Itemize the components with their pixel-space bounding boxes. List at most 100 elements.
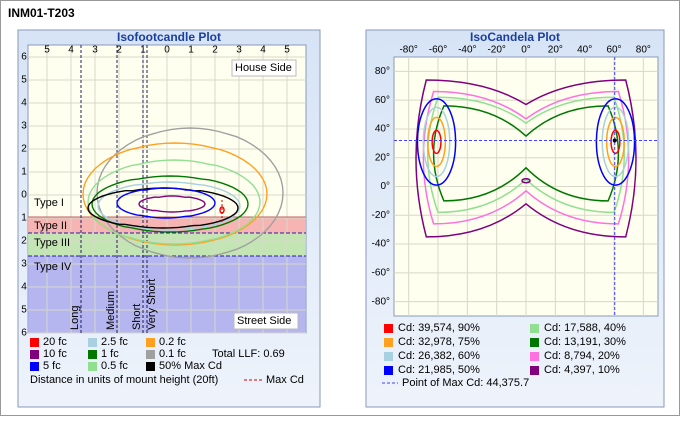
- y-tick-label: 5: [21, 305, 27, 316]
- x-tick-label: -80°: [399, 45, 417, 56]
- legend-swatch: [384, 338, 393, 347]
- contour: [432, 105, 620, 202]
- x-tick-label: 3: [92, 45, 98, 56]
- x-tick-label: 2: [116, 45, 122, 56]
- region-label: Type IV: [34, 261, 72, 273]
- max-point: [612, 138, 617, 143]
- contour: [431, 129, 442, 155]
- legend-label: Cd: 32,978, 75%: [398, 336, 480, 348]
- x-tick-label: 4: [68, 45, 74, 56]
- legend-swatch: [530, 338, 539, 347]
- corner-box: [233, 312, 299, 330]
- y-tick-label: -40°: [372, 239, 390, 250]
- y-tick-label: 20°: [375, 152, 390, 163]
- legend-swatch: [88, 350, 97, 359]
- contour: [96, 127, 284, 259]
- page-title: INM01-T203: [8, 6, 75, 20]
- contour: [138, 195, 206, 213]
- x-tick-label: 4: [260, 45, 266, 56]
- contour: [415, 79, 637, 238]
- y-tick-label: 6: [21, 52, 27, 63]
- legend-label: Cd: 8,794, 20%: [544, 350, 620, 362]
- x-tick-label: 3: [236, 45, 242, 56]
- x-tick-label: 20°: [548, 45, 563, 56]
- x-tick-label: 0: [164, 45, 170, 56]
- y-tick-label: 1: [21, 213, 27, 224]
- legend-swatch: [384, 352, 393, 361]
- legend-label: Point of Max Cd: 44,375.7: [402, 377, 529, 389]
- contour: [219, 206, 225, 214]
- x-tick-label: 60°: [606, 45, 621, 56]
- contour: [82, 142, 268, 246]
- y-tick-label: 3: [21, 259, 27, 270]
- y-tick-label: 0°: [380, 181, 390, 192]
- y-tick-label: 80°: [375, 66, 390, 77]
- contour: [91, 175, 249, 233]
- contour: [521, 177, 531, 184]
- y-tick-label: -60°: [372, 267, 390, 278]
- legend-swatch: [146, 338, 155, 347]
- y-tick-label: 0: [21, 190, 27, 201]
- x-tick-label: -40°: [458, 45, 476, 56]
- legend-swatch: [384, 366, 393, 375]
- legend-swatch: [30, 350, 39, 359]
- contour: [87, 187, 239, 229]
- legend-swatch: [384, 324, 393, 333]
- contour: [610, 129, 621, 155]
- contour: [97, 181, 241, 231]
- x-tick-label: 5: [284, 45, 290, 56]
- legend-swatch: [30, 362, 39, 371]
- region-label: Type III: [34, 237, 70, 249]
- legend-label: Cd: 17,588, 40%: [544, 322, 626, 334]
- y-tick-label: -20°: [372, 210, 390, 221]
- plot-title: Isofootcandle Plot: [117, 30, 221, 44]
- x-tick-label: 80°: [636, 45, 651, 56]
- contour: [426, 116, 447, 168]
- range-label: Medium: [105, 291, 117, 330]
- x-tick-label: 2: [212, 45, 218, 56]
- legend-swatch: [88, 338, 97, 347]
- legend-label: 10 fc: [43, 348, 67, 360]
- x-tick-label: 0°: [521, 45, 531, 56]
- y-tick-label: 6: [21, 328, 27, 339]
- x-tick-label: 1: [188, 45, 194, 56]
- contour: [595, 97, 636, 186]
- contour: [116, 187, 216, 219]
- contour: [422, 90, 630, 225]
- region-label: Type I: [34, 197, 64, 209]
- range-label: Short: [131, 304, 143, 330]
- contour: [422, 106, 451, 178]
- y-tick-label: 2: [21, 236, 27, 247]
- legend-label: 20 fc: [43, 336, 67, 348]
- y-tick-label: 5: [21, 75, 27, 86]
- legend-label: Cd: 4,397, 10%: [544, 364, 620, 376]
- contour: [87, 159, 261, 245]
- contour: [605, 116, 626, 168]
- axis-label: Distance in units of mount height (20ft): [30, 374, 218, 386]
- x-tick-label: 5: [44, 45, 50, 56]
- legend-swatch: [530, 324, 539, 333]
- legend-label: Cd: 39,574, 90%: [398, 322, 480, 334]
- llf-note: Total LLF: 0.69: [212, 348, 285, 360]
- y-tick-label: 40°: [375, 124, 390, 135]
- legend-label: Max Cd: [266, 374, 304, 386]
- x-tick-label: -60°: [429, 45, 447, 56]
- corner-label: Street Side: [237, 315, 291, 327]
- legend-swatch: [530, 366, 539, 375]
- legend-swatch: [146, 362, 155, 371]
- legend-swatch: [30, 338, 39, 347]
- x-tick-label: -20°: [487, 45, 505, 56]
- plot-title: IsoCandela Plot: [470, 30, 560, 44]
- y-tick-label: -80°: [372, 296, 390, 307]
- corner-box: [231, 59, 297, 77]
- y-tick-label: 4: [21, 98, 27, 109]
- y-tick-label: 2: [21, 144, 27, 155]
- range-label: Very Short: [146, 279, 158, 330]
- legend-label: Cd: 21,985, 50%: [398, 364, 480, 376]
- legend-swatch: [146, 350, 155, 359]
- contour: [416, 97, 457, 186]
- x-tick-label: 40°: [577, 45, 592, 56]
- region-label: Type II: [34, 220, 67, 232]
- corner-label: House Side: [235, 62, 292, 74]
